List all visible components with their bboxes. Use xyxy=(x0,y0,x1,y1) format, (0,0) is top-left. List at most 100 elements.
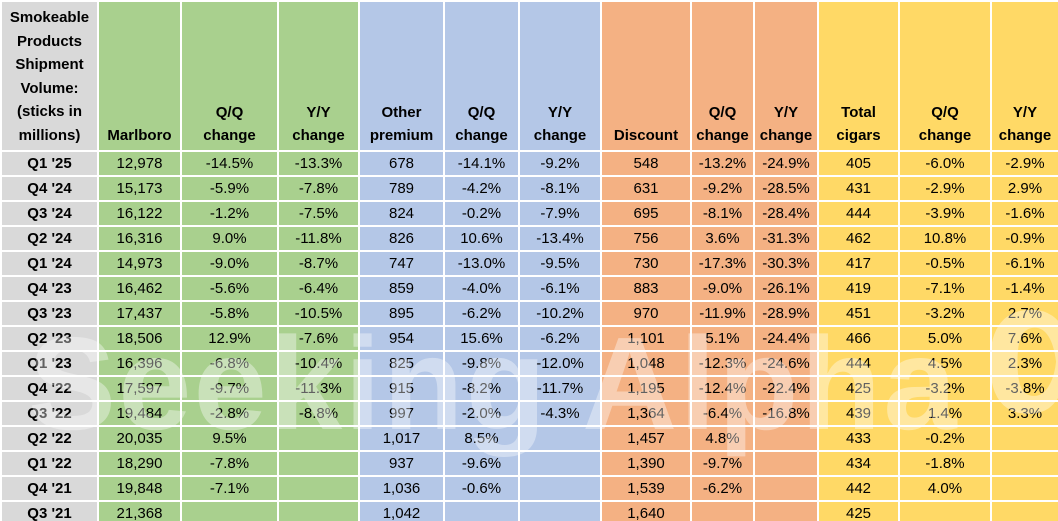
discount-qq-change: -12.4% xyxy=(690,375,755,402)
other-premium-volume: 954 xyxy=(358,325,445,352)
other-premium-yy-change: -9.2% xyxy=(518,150,602,177)
marlboro-qq-change: -14.5% xyxy=(180,150,279,177)
total-cigars-qq-change: 4.0% xyxy=(898,475,992,502)
table-row: Q2 '24 16,316 9.0% -11.8% 826 10.6% -13.… xyxy=(0,225,1058,252)
total-cigars-yy-change: 7.6% xyxy=(990,325,1058,352)
other-premium-volume: 1,017 xyxy=(358,425,445,452)
marlboro-yy-change: -13.3% xyxy=(277,150,360,177)
discount-yy-change: -24.4% xyxy=(753,325,819,352)
discount-volume: 1,457 xyxy=(600,425,692,452)
discount-yy-change: -22.4% xyxy=(753,375,819,402)
quarter-label: Q4 '22 xyxy=(0,375,99,402)
discount-volume: 1,539 xyxy=(600,475,692,502)
other-premium-qq-change: -9.8% xyxy=(443,350,520,377)
marlboro-qq-change: -7.8% xyxy=(180,450,279,477)
discount-qq-change: -6.2% xyxy=(690,475,755,502)
discount-qq-change: -11.9% xyxy=(690,300,755,327)
discount-volume: 730 xyxy=(600,250,692,277)
other-premium-qq-change: -4.2% xyxy=(443,175,520,202)
other-premium-volume: 824 xyxy=(358,200,445,227)
discount-yy-change: -26.1% xyxy=(753,275,819,302)
quarter-label: Q2 '24 xyxy=(0,225,99,252)
quarter-label: Q4 '23 xyxy=(0,275,99,302)
marlboro-volume: 16,396 xyxy=(97,350,182,377)
other-premium-yy-change: -7.9% xyxy=(518,200,602,227)
total-cigars-yy-change: 2.7% xyxy=(990,300,1058,327)
marlboro-yy-change: -11.8% xyxy=(277,225,360,252)
quarter-label: Q4 '21 xyxy=(0,475,99,502)
total-cigars-qq-change: 10.8% xyxy=(898,225,992,252)
discount-volume: 1,101 xyxy=(600,325,692,352)
total-cigars-volume: 434 xyxy=(817,450,900,477)
col-header-total-cigars: Total cigars xyxy=(817,0,900,152)
discount-qq-change: -17.3% xyxy=(690,250,755,277)
table-row: Q4 '22 17,597 -9.7% -11.3% 915 -8.2% -11… xyxy=(0,375,1058,402)
marlboro-volume: 16,316 xyxy=(97,225,182,252)
marlboro-yy-change: -10.5% xyxy=(277,300,360,327)
total-cigars-qq-change: -6.0% xyxy=(898,150,992,177)
total-cigars-qq-change: -7.1% xyxy=(898,275,992,302)
other-premium-qq-change: -14.1% xyxy=(443,150,520,177)
total-cigars-volume: 466 xyxy=(817,325,900,352)
total-cigars-volume: 419 xyxy=(817,275,900,302)
other-premium-qq-change: 10.6% xyxy=(443,225,520,252)
col-header-total-cigars-qq: Q/Q change xyxy=(898,0,992,152)
total-cigars-volume: 439 xyxy=(817,400,900,427)
marlboro-volume: 19,484 xyxy=(97,400,182,427)
discount-qq-change: -12.3% xyxy=(690,350,755,377)
discount-qq-change: 3.6% xyxy=(690,225,755,252)
header-row: Smokeable Products Shipment Volume: (sti… xyxy=(0,0,1058,152)
quarter-label: Q4 '24 xyxy=(0,175,99,202)
marlboro-qq-change: -9.0% xyxy=(180,250,279,277)
col-header-other-premium-yy: Y/Y change xyxy=(518,0,602,152)
discount-volume: 883 xyxy=(600,275,692,302)
marlboro-qq-change: -2.8% xyxy=(180,400,279,427)
total-cigars-qq-change: -2.9% xyxy=(898,175,992,202)
discount-yy-change: -28.5% xyxy=(753,175,819,202)
table-row: Q2 '23 18,506 12.9% -7.6% 954 15.6% -6.2… xyxy=(0,325,1058,352)
other-premium-yy-change: -6.1% xyxy=(518,275,602,302)
discount-yy-change: -28.4% xyxy=(753,200,819,227)
discount-yy-change: -24.6% xyxy=(753,350,819,377)
marlboro-qq-change: -1.2% xyxy=(180,200,279,227)
other-premium-qq-change: -2.0% xyxy=(443,400,520,427)
discount-qq-change: -9.2% xyxy=(690,175,755,202)
col-header-other-premium: Other premium xyxy=(358,0,445,152)
col-header-total-cigars-yy: Y/Y change xyxy=(990,0,1058,152)
total-cigars-qq-change: -0.5% xyxy=(898,250,992,277)
other-premium-qq-change xyxy=(443,500,520,521)
total-cigars-yy-change xyxy=(990,425,1058,452)
quarter-label: Q2 '22 xyxy=(0,425,99,452)
marlboro-yy-change: -11.3% xyxy=(277,375,360,402)
discount-qq-change xyxy=(690,500,755,521)
other-premium-yy-change: -8.1% xyxy=(518,175,602,202)
marlboro-yy-change xyxy=(277,425,360,452)
other-premium-volume: 997 xyxy=(358,400,445,427)
table-header: Smokeable Products Shipment Volume: (sti… xyxy=(0,0,1058,152)
marlboro-qq-change: -5.6% xyxy=(180,275,279,302)
quarter-label: Q1 '22 xyxy=(0,450,99,477)
other-premium-volume: 825 xyxy=(358,350,445,377)
table-row: Q4 '23 16,462 -5.6% -6.4% 859 -4.0% -6.1… xyxy=(0,275,1058,302)
marlboro-yy-change: -10.4% xyxy=(277,350,360,377)
discount-yy-change xyxy=(753,425,819,452)
total-cigars-volume: 425 xyxy=(817,500,900,521)
col-header-marlboro-yy: Y/Y change xyxy=(277,0,360,152)
marlboro-volume: 20,035 xyxy=(97,425,182,452)
other-premium-volume: 895 xyxy=(358,300,445,327)
total-cigars-qq-change: 1.4% xyxy=(898,400,992,427)
total-cigars-yy-change: -6.1% xyxy=(990,250,1058,277)
marlboro-volume: 17,597 xyxy=(97,375,182,402)
other-premium-qq-change: -8.2% xyxy=(443,375,520,402)
marlboro-qq-change: -6.8% xyxy=(180,350,279,377)
marlboro-yy-change xyxy=(277,475,360,502)
other-premium-qq-change: -0.2% xyxy=(443,200,520,227)
discount-volume: 1,195 xyxy=(600,375,692,402)
total-cigars-yy-change: -0.9% xyxy=(990,225,1058,252)
total-cigars-yy-change xyxy=(990,475,1058,502)
other-premium-qq-change: 15.6% xyxy=(443,325,520,352)
total-cigars-yy-change xyxy=(990,500,1058,521)
total-cigars-volume: 442 xyxy=(817,475,900,502)
table-title-cell: Smokeable Products Shipment Volume: (sti… xyxy=(0,0,99,152)
other-premium-volume: 937 xyxy=(358,450,445,477)
